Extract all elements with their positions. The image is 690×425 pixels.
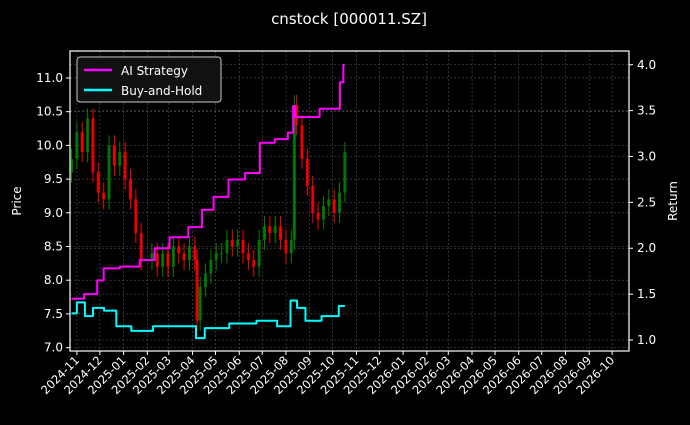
- candle-body: [107, 145, 111, 200]
- y-tick-label: 10.5: [36, 105, 63, 119]
- candle-body: [123, 152, 127, 180]
- candle-body: [332, 199, 336, 213]
- candle-body: [279, 226, 283, 240]
- candle-body: [316, 212, 320, 220]
- candle-body: [311, 185, 315, 213]
- candle-body: [343, 152, 347, 193]
- grid: [70, 51, 629, 351]
- candle-body: [134, 199, 138, 234]
- candle-body: [193, 246, 197, 260]
- candle-body: [214, 253, 218, 260]
- return-lines: [71, 63, 345, 340]
- y-tick-label: 9.5: [44, 172, 63, 186]
- legend: AI Strategy Buy-and-Hold: [76, 56, 222, 103]
- candle-body: [128, 179, 132, 200]
- candle-body: [150, 253, 154, 260]
- candle-body: [252, 259, 256, 267]
- y-tick-label: 11.0: [36, 71, 63, 85]
- plot-frame: [69, 50, 630, 352]
- candle-body: [177, 246, 181, 254]
- candle-body: [289, 239, 293, 254]
- candle-body: [209, 259, 213, 274]
- legend-label-buy-and-hold: Buy-and-Hold: [121, 84, 202, 98]
- y2-tick-label: 2.5: [637, 195, 656, 209]
- candle-body: [166, 253, 170, 267]
- y-tick-label: 7.0: [44, 341, 63, 355]
- candle-body: [246, 253, 250, 260]
- candle-body: [292, 104, 296, 240]
- y-tick-label: 10.0: [36, 138, 63, 152]
- y-tick-label: 8.5: [44, 240, 63, 254]
- candle-body: [321, 206, 325, 220]
- candle-body: [327, 199, 331, 207]
- candle-body: [187, 246, 191, 260]
- candle-body: [198, 286, 202, 321]
- candle-body: [305, 158, 309, 186]
- candle-body: [171, 246, 175, 267]
- candle-body: [284, 239, 288, 254]
- candle-body: [155, 253, 159, 267]
- candle-body: [75, 131, 79, 159]
- y-axis-left: 7.0 7.5 8.0 8.5 9.0 9.5 10.0 10.5 11.0: [36, 71, 70, 355]
- candle-body: [161, 253, 165, 267]
- candle-body: [230, 239, 234, 247]
- y-tick-label: 9.0: [44, 206, 63, 220]
- candle-body: [96, 172, 100, 193]
- y-tick-label: 7.5: [44, 307, 63, 321]
- y2-tick-label: 3.0: [637, 150, 656, 164]
- candle-body: [338, 192, 342, 213]
- candle-body: [102, 192, 106, 200]
- candle-body: [139, 233, 143, 260]
- candle-body: [268, 226, 272, 234]
- y-axis-label: Price: [10, 186, 24, 215]
- y2-tick-label: 3.5: [637, 104, 656, 118]
- candle-body: [241, 239, 245, 254]
- y2-axis-label: Return: [666, 181, 680, 221]
- candle-body: [86, 118, 90, 153]
- y2-tick-label: 2.0: [637, 241, 656, 255]
- candle-body: [263, 226, 267, 240]
- candle-body: [295, 104, 299, 126]
- chart-title: cnstock [000011.SZ]: [271, 10, 427, 28]
- candle-body: [236, 239, 240, 247]
- y-tick-label: 8.0: [44, 273, 63, 287]
- candle-body: [257, 239, 261, 267]
- y2-tick-label: 1.0: [637, 333, 656, 347]
- y2-tick-label: 1.5: [637, 287, 656, 301]
- legend-box: [76, 56, 222, 103]
- candle-body: [80, 131, 84, 153]
- legend-label-ai-strategy: AI Strategy: [121, 64, 188, 78]
- candle-body: [70, 158, 74, 173]
- buy-and-hold-line: [71, 299, 345, 340]
- candle-body: [112, 145, 116, 166]
- candle-body: [195, 259, 199, 321]
- candle-body: [273, 226, 277, 234]
- ai-strategy-line: [71, 63, 345, 300]
- candle-body: [182, 253, 186, 260]
- y-axis-right: 1.0 1.5 2.0 2.5 3.0 3.5 4.0: [629, 58, 656, 347]
- y2-tick-label: 4.0: [637, 58, 656, 72]
- candle-body: [91, 118, 95, 173]
- candle-body: [204, 273, 208, 287]
- candle-body: [220, 253, 224, 255]
- candle-body: [225, 239, 229, 254]
- candle-body: [300, 125, 304, 159]
- price-candles: [70, 94, 347, 331]
- candle-body: [118, 152, 122, 166]
